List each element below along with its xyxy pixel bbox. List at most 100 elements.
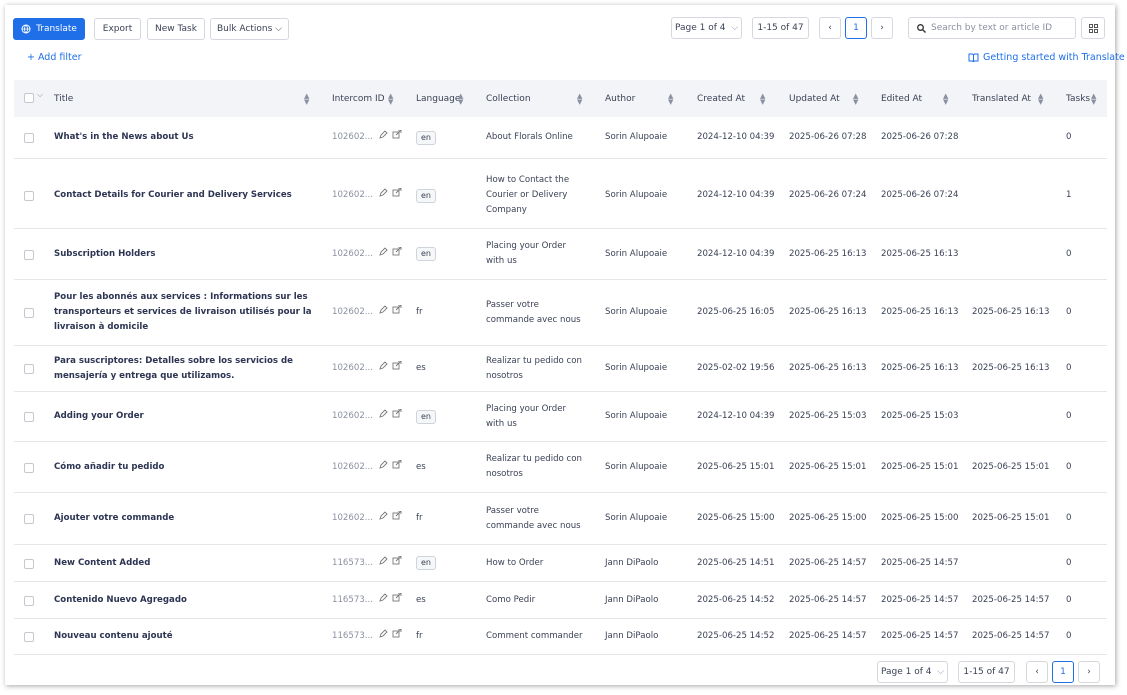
edit-open-icons[interactable] <box>379 246 403 256</box>
title[interactable]: Adding your Order <box>54 411 144 421</box>
title[interactable]: Cómo añadir tu pedido <box>54 461 165 472</box>
edit-open-icons[interactable] <box>379 360 403 370</box>
column-header[interactable]: Created At <box>697 93 746 104</box>
export-button[interactable]: Export <box>94 18 141 40</box>
sort-icon[interactable]: ▲ ▼ <box>458 91 464 106</box>
row-actions[interactable] <box>379 555 403 571</box>
row-actions[interactable] <box>379 129 403 145</box>
row-checkbox[interactable] <box>24 191 34 201</box>
column-header[interactable]: Author <box>605 93 636 104</box>
page-select[interactable]: Page 1 of 4 ⌵ <box>671 17 742 39</box>
created-cell: 2025-06-25 15:01 <box>697 442 777 492</box>
column-header[interactable]: Tasks <box>1066 93 1091 104</box>
row-actions[interactable] <box>379 459 403 475</box>
sort-icon[interactable]: ▲ ▼ <box>1091 91 1097 106</box>
current-page[interactable]: 1 <box>845 17 867 39</box>
sort-icon[interactable]: ▲ ▼ <box>943 91 949 106</box>
sort-icon[interactable]: ▲ ▼ <box>577 91 583 106</box>
bulk-actions-button[interactable]: Bulk Actions ⌵ <box>210 18 289 40</box>
row-checkbox[interactable] <box>24 595 34 606</box>
new-task-button[interactable]: New Task <box>147 18 205 40</box>
title[interactable]: Ajouter votre commande <box>54 513 175 523</box>
updated: 2025-06-25 14:57 <box>789 557 867 568</box>
prev-page-bottom[interactable]: ‹ <box>1026 661 1048 683</box>
next-page-bottom[interactable]: › <box>1078 661 1100 683</box>
select-menu[interactable]: ⌵ <box>37 90 44 99</box>
current-page-bottom[interactable]: 1 <box>1052 661 1074 683</box>
column-header[interactable]: Edited At <box>881 93 923 104</box>
author-cell: Jann DiPaolo <box>605 582 685 618</box>
column-header[interactable]: Title <box>54 93 74 104</box>
row-checkbox[interactable] <box>24 364 34 374</box>
row-checkbox[interactable] <box>24 514 34 524</box>
title[interactable]: Para suscriptores: Detalles sobre los se… <box>54 355 293 381</box>
edit-open-icons[interactable] <box>379 129 403 139</box>
sort-icon[interactable]: ▲ ▼ <box>760 91 766 106</box>
translate-button[interactable]: Translate <box>13 18 85 40</box>
column-header[interactable]: Intercom ID <box>332 93 385 104</box>
edit-open-icons[interactable] <box>379 628 403 638</box>
collection: Passer votre commande avec nous <box>486 505 581 531</box>
id-cell: 102602... <box>332 280 402 345</box>
column-header[interactable]: Language <box>416 93 461 104</box>
row-actions[interactable] <box>379 187 403 203</box>
edited: 2025-06-25 14:57 <box>881 631 959 641</box>
edit-open-icons[interactable] <box>379 304 403 314</box>
prev-page[interactable]: ‹ <box>819 17 841 39</box>
row-checkbox[interactable] <box>24 462 34 473</box>
edit-open-icons[interactable] <box>379 510 403 520</box>
title[interactable]: Subscription Holders <box>54 248 156 259</box>
edit-open-icons[interactable] <box>379 555 403 565</box>
author-cell: Jann DiPaolo <box>605 619 685 654</box>
title[interactable]: Contenido Nuevo Agregado <box>54 594 187 605</box>
title[interactable]: Contact Details for Courier and Delivery… <box>54 190 292 200</box>
row-actions[interactable] <box>379 592 403 608</box>
add-filter[interactable]: + Add filter <box>27 52 82 63</box>
sort-icon[interactable]: ▲ ▼ <box>853 91 859 106</box>
sort-icon[interactable]: ▲ ▼ <box>304 91 310 106</box>
collection-cell: How to Order <box>486 545 586 581</box>
row-actions[interactable] <box>379 628 403 644</box>
sort-icon[interactable]: ▲ ▼ <box>1038 91 1044 106</box>
translated-cell: 2025-06-25 16:13 <box>972 346 1052 391</box>
row-checkbox[interactable] <box>24 133 34 143</box>
updated-cell: 2025-06-25 14:57 <box>789 582 869 618</box>
next-page[interactable]: › <box>871 17 893 39</box>
tasks-cell: 0 <box>1066 582 1086 618</box>
edit-open-icons[interactable] <box>379 187 403 197</box>
row-actions[interactable] <box>379 360 403 376</box>
title[interactable]: What's in the News about Us <box>54 132 194 142</box>
author-cell: Sorin Alupoaie <box>605 163 685 228</box>
row-checkbox[interactable] <box>24 632 34 642</box>
row-actions[interactable] <box>379 510 403 526</box>
row-checkbox[interactable] <box>24 249 34 260</box>
column-header[interactable]: Collection <box>486 93 531 104</box>
row-actions[interactable] <box>379 304 403 320</box>
title[interactable]: New Content Added <box>54 557 151 568</box>
author-cell: Sorin Alupoaie <box>605 493 685 544</box>
edited: 2025-06-25 16:13 <box>881 363 959 373</box>
column-header[interactable]: Translated At <box>972 93 1031 104</box>
search-box[interactable]: Search by text or article ID <box>908 17 1076 39</box>
row-actions[interactable] <box>379 408 403 424</box>
edit-open-icons[interactable] <box>379 592 403 602</box>
column-header[interactable]: Updated At <box>789 93 840 104</box>
row-checkbox[interactable] <box>24 558 34 569</box>
edit-open-icons[interactable] <box>379 408 403 418</box>
help-link[interactable]: Getting started with Translate <box>968 52 1125 63</box>
title[interactable]: Pour les abonnés aux services : Informat… <box>54 292 312 332</box>
id-cell: 102602... <box>332 493 402 544</box>
page-select-bottom[interactable]: Page 1 of 4 ⌵ <box>877 661 948 683</box>
sort-icon[interactable]: ▲ ▼ <box>668 91 674 106</box>
row-checkbox[interactable] <box>24 308 34 318</box>
select-all-checkbox[interactable] <box>24 93 34 103</box>
updated-cell: 2025-06-25 15:03 <box>789 392 869 441</box>
edit-open-icons[interactable] <box>379 459 403 469</box>
id: 102602... <box>332 513 374 523</box>
sort-icon[interactable]: ▲ ▼ <box>388 91 394 106</box>
layout-toggle[interactable] <box>1081 17 1105 39</box>
edited-cell: 2025-06-25 16:13 <box>881 280 961 345</box>
title[interactable]: Nouveau contenu ajouté <box>54 631 173 641</box>
row-actions[interactable] <box>379 246 403 262</box>
row-checkbox[interactable] <box>24 412 34 422</box>
